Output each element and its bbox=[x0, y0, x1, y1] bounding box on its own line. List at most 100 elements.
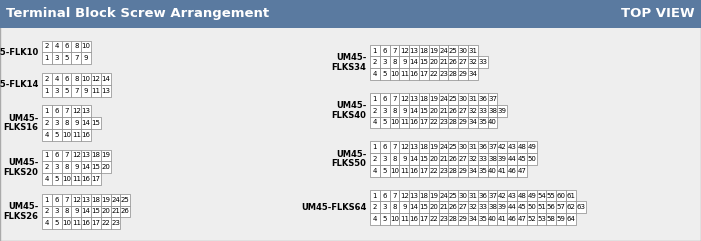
Text: 20: 20 bbox=[101, 208, 110, 214]
Bar bbox=[380, 56, 390, 68]
Text: 13: 13 bbox=[81, 197, 90, 203]
Bar bbox=[449, 201, 458, 213]
Text: 11: 11 bbox=[400, 168, 409, 174]
Bar bbox=[390, 190, 400, 201]
Text: 64: 64 bbox=[566, 216, 576, 222]
Bar bbox=[62, 85, 72, 97]
Bar bbox=[62, 206, 72, 217]
Text: 17: 17 bbox=[91, 220, 100, 226]
Text: 5: 5 bbox=[383, 216, 387, 222]
Text: 8: 8 bbox=[393, 204, 397, 210]
Text: 3: 3 bbox=[383, 108, 387, 114]
Text: 9: 9 bbox=[402, 59, 407, 65]
Bar bbox=[72, 217, 81, 229]
Text: 18: 18 bbox=[91, 153, 100, 159]
Text: FLKS40: FLKS40 bbox=[332, 111, 367, 120]
Bar bbox=[409, 190, 419, 201]
Text: 25: 25 bbox=[449, 47, 458, 54]
Bar bbox=[498, 153, 508, 165]
Bar bbox=[42, 173, 52, 185]
Text: UM45-: UM45- bbox=[8, 114, 39, 123]
Text: 13: 13 bbox=[409, 144, 418, 150]
Text: 9: 9 bbox=[74, 164, 79, 170]
Bar bbox=[91, 161, 101, 173]
Text: 22: 22 bbox=[429, 168, 438, 174]
Text: 40: 40 bbox=[488, 120, 497, 126]
Bar bbox=[478, 190, 488, 201]
Bar bbox=[546, 201, 556, 213]
Text: 26: 26 bbox=[449, 204, 458, 210]
Bar bbox=[400, 165, 409, 177]
Bar bbox=[121, 194, 130, 206]
Bar bbox=[370, 141, 380, 153]
Bar bbox=[111, 194, 121, 206]
Bar bbox=[517, 213, 526, 225]
Text: 1: 1 bbox=[45, 55, 49, 61]
Text: 11: 11 bbox=[400, 71, 409, 77]
Bar bbox=[439, 68, 449, 80]
Text: UM45-: UM45- bbox=[336, 150, 367, 159]
Text: 61: 61 bbox=[566, 193, 576, 199]
Bar bbox=[429, 213, 439, 225]
Bar bbox=[468, 56, 478, 68]
Text: 11: 11 bbox=[400, 120, 409, 126]
Text: 16: 16 bbox=[409, 216, 418, 222]
Text: 13: 13 bbox=[409, 193, 418, 199]
Bar bbox=[409, 93, 419, 105]
Bar bbox=[370, 213, 380, 225]
Bar bbox=[400, 153, 409, 165]
Bar bbox=[81, 129, 91, 141]
Bar bbox=[439, 153, 449, 165]
Bar bbox=[52, 40, 62, 52]
Text: 17: 17 bbox=[419, 216, 428, 222]
Bar bbox=[458, 165, 468, 177]
Bar bbox=[419, 56, 429, 68]
Text: 13: 13 bbox=[81, 108, 90, 114]
Text: 43: 43 bbox=[508, 193, 517, 199]
Text: 7: 7 bbox=[64, 153, 69, 159]
Bar bbox=[439, 165, 449, 177]
Bar bbox=[62, 129, 72, 141]
Text: 18: 18 bbox=[419, 47, 428, 54]
Text: 62: 62 bbox=[566, 204, 576, 210]
Text: 18: 18 bbox=[419, 193, 428, 199]
Text: 17: 17 bbox=[91, 176, 100, 182]
Text: 24: 24 bbox=[439, 96, 448, 102]
Text: 1: 1 bbox=[373, 193, 377, 199]
Bar bbox=[439, 45, 449, 56]
Bar bbox=[409, 141, 419, 153]
Text: 28: 28 bbox=[449, 216, 458, 222]
Bar bbox=[429, 201, 439, 213]
Text: 4: 4 bbox=[45, 132, 49, 138]
Text: 39: 39 bbox=[498, 156, 507, 162]
Bar bbox=[458, 68, 468, 80]
Bar bbox=[478, 93, 488, 105]
Bar bbox=[380, 117, 390, 128]
Text: 8: 8 bbox=[393, 156, 397, 162]
Bar bbox=[390, 105, 400, 117]
Bar bbox=[576, 201, 585, 213]
Text: 56: 56 bbox=[547, 204, 556, 210]
Bar bbox=[370, 153, 380, 165]
Text: 41: 41 bbox=[498, 168, 507, 174]
Bar bbox=[409, 56, 419, 68]
Bar bbox=[449, 165, 458, 177]
Bar bbox=[42, 194, 52, 206]
Text: FLKS26: FLKS26 bbox=[4, 212, 39, 221]
Bar bbox=[468, 93, 478, 105]
Text: 4: 4 bbox=[373, 216, 377, 222]
Text: 2: 2 bbox=[373, 59, 377, 65]
Text: 9: 9 bbox=[84, 88, 88, 94]
Text: 31: 31 bbox=[468, 193, 477, 199]
Bar bbox=[508, 141, 517, 153]
Bar bbox=[449, 93, 458, 105]
Bar bbox=[101, 150, 111, 161]
Text: 16: 16 bbox=[409, 120, 418, 126]
Text: FLKS20: FLKS20 bbox=[4, 167, 39, 176]
Bar bbox=[526, 153, 536, 165]
Bar bbox=[370, 105, 380, 117]
Text: 49: 49 bbox=[527, 144, 536, 150]
Text: Terminal Block Screw Arrangement: Terminal Block Screw Arrangement bbox=[6, 7, 269, 20]
Bar bbox=[42, 40, 52, 52]
Bar bbox=[370, 201, 380, 213]
